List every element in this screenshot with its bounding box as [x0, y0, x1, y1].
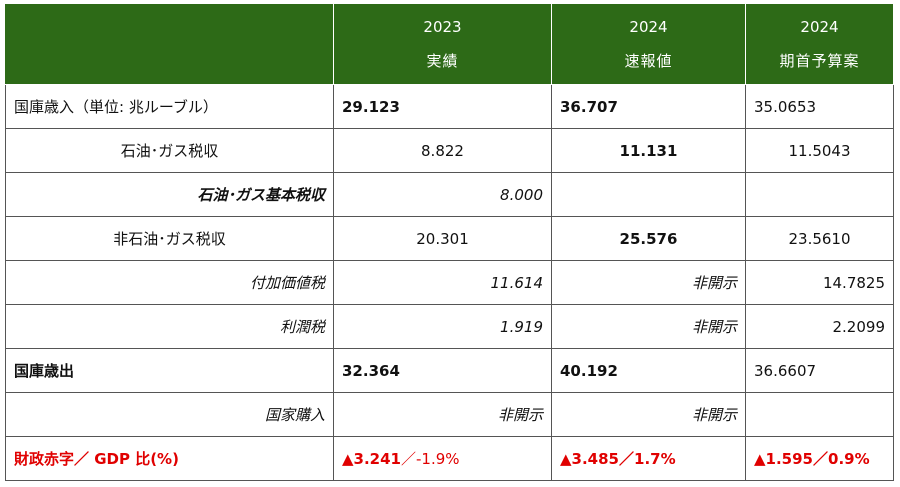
cell-value: 29.123 [333, 84, 552, 129]
cell-value: 非開示 [551, 260, 746, 305]
cell-value: 8.000 [333, 172, 552, 217]
deficit-gdp-ratio: 0.9% [828, 450, 870, 468]
row-label: 付加価値税 [5, 260, 334, 305]
header-year: 2024 [629, 18, 668, 36]
cell-value [551, 172, 746, 217]
header-sub: 期首予算案 [779, 52, 860, 70]
cell-value: 2.2099 [745, 304, 894, 349]
cell-value: 14.7825 [745, 260, 894, 305]
budget-table: 2023 実績 2024 速報値 2024 期首予算案 国庫歳入（単位: 兆ルー… [5, 3, 894, 481]
deficit-amount: 3.241 [353, 450, 401, 468]
triangle-up-icon: ▲ [342, 450, 354, 468]
cell-value: ▲1.595／0.9% [745, 436, 894, 481]
header-sub: 実績 [426, 52, 459, 70]
deficit-amount: 1.595 [765, 450, 813, 468]
deficit-gdp-ratio: -1.9% [416, 450, 460, 468]
table-row-expenditure: 国庫歳出 32.364 40.192 36.6607 [5, 348, 894, 393]
cell-value: 36.707 [551, 84, 746, 129]
header-2023-actual: 2023 実績 [333, 3, 552, 85]
row-label: 石油･ガス税収 [5, 128, 334, 173]
table-row-profit-tax: 利潤税 1.919 非開示 2.2099 [5, 304, 894, 349]
row-label: 利潤税 [5, 304, 334, 349]
table-row-deficit: 財政赤字／ GDP 比(%) ▲3.241／-1.9% ▲3.485／1.7% … [5, 436, 894, 481]
cell-value: 32.364 [333, 348, 552, 393]
cell-value: 25.576 [551, 216, 746, 261]
deficit-separator: ／ [619, 450, 635, 468]
deficit-amount: 3.485 [571, 450, 619, 468]
cell-value: 11.131 [551, 128, 746, 173]
table-row-state-procurement: 国家購入 非開示 非開示 [5, 392, 894, 437]
table-row-non-oil-gas-tax: 非石油･ガス税収 20.301 25.576 23.5610 [5, 216, 894, 261]
cell-value: 40.192 [551, 348, 746, 393]
header-2024-preliminary: 2024 速報値 [551, 3, 746, 85]
cell-value: 非開示 [551, 392, 746, 437]
cell-value [745, 392, 894, 437]
header-sub: 速報値 [624, 52, 673, 70]
header-year: 2023 [423, 18, 462, 36]
header-2024-budget: 2024 期首予算案 [745, 3, 894, 85]
row-label: 国家購入 [5, 392, 334, 437]
header-corner [5, 3, 334, 85]
cell-value: 20.301 [333, 216, 552, 261]
cell-value: 11.614 [333, 260, 552, 305]
header-row: 2023 実績 2024 速報値 2024 期首予算案 [5, 3, 894, 85]
cell-value: 11.5043 [745, 128, 894, 173]
deficit-separator: ／ [813, 450, 829, 468]
row-label: 財政赤字／ GDP 比(%) [5, 436, 334, 481]
cell-value: 36.6607 [745, 348, 894, 393]
cell-value: 23.5610 [745, 216, 894, 261]
cell-value: 非開示 [333, 392, 552, 437]
cell-value [745, 172, 894, 217]
deficit-separator: ／ [401, 450, 417, 468]
table-row-oil-gas-base-tax: 石油･ガス基本税収 8.000 [5, 172, 894, 217]
cell-value: ▲3.241／-1.9% [333, 436, 552, 481]
cell-value: 非開示 [551, 304, 746, 349]
row-label: 非石油･ガス税収 [5, 216, 334, 261]
cell-value: 8.822 [333, 128, 552, 173]
deficit-gdp-ratio: 1.7% [634, 450, 676, 468]
row-label: 国庫歳入（単位: 兆ルーブル） [5, 84, 334, 129]
table-row-revenue: 国庫歳入（単位: 兆ルーブル） 29.123 36.707 35.0653 [5, 84, 894, 129]
triangle-up-icon: ▲ [560, 450, 572, 468]
table-row-oil-gas-tax: 石油･ガス税収 8.822 11.131 11.5043 [5, 128, 894, 173]
row-label: 国庫歳出 [5, 348, 334, 393]
cell-value: 35.0653 [745, 84, 894, 129]
header-year: 2024 [800, 18, 839, 36]
cell-value: ▲3.485／1.7% [551, 436, 746, 481]
table-row-vat: 付加価値税 11.614 非開示 14.7825 [5, 260, 894, 305]
triangle-up-icon: ▲ [754, 450, 766, 468]
row-label: 石油･ガス基本税収 [5, 172, 334, 217]
cell-value: 1.919 [333, 304, 552, 349]
